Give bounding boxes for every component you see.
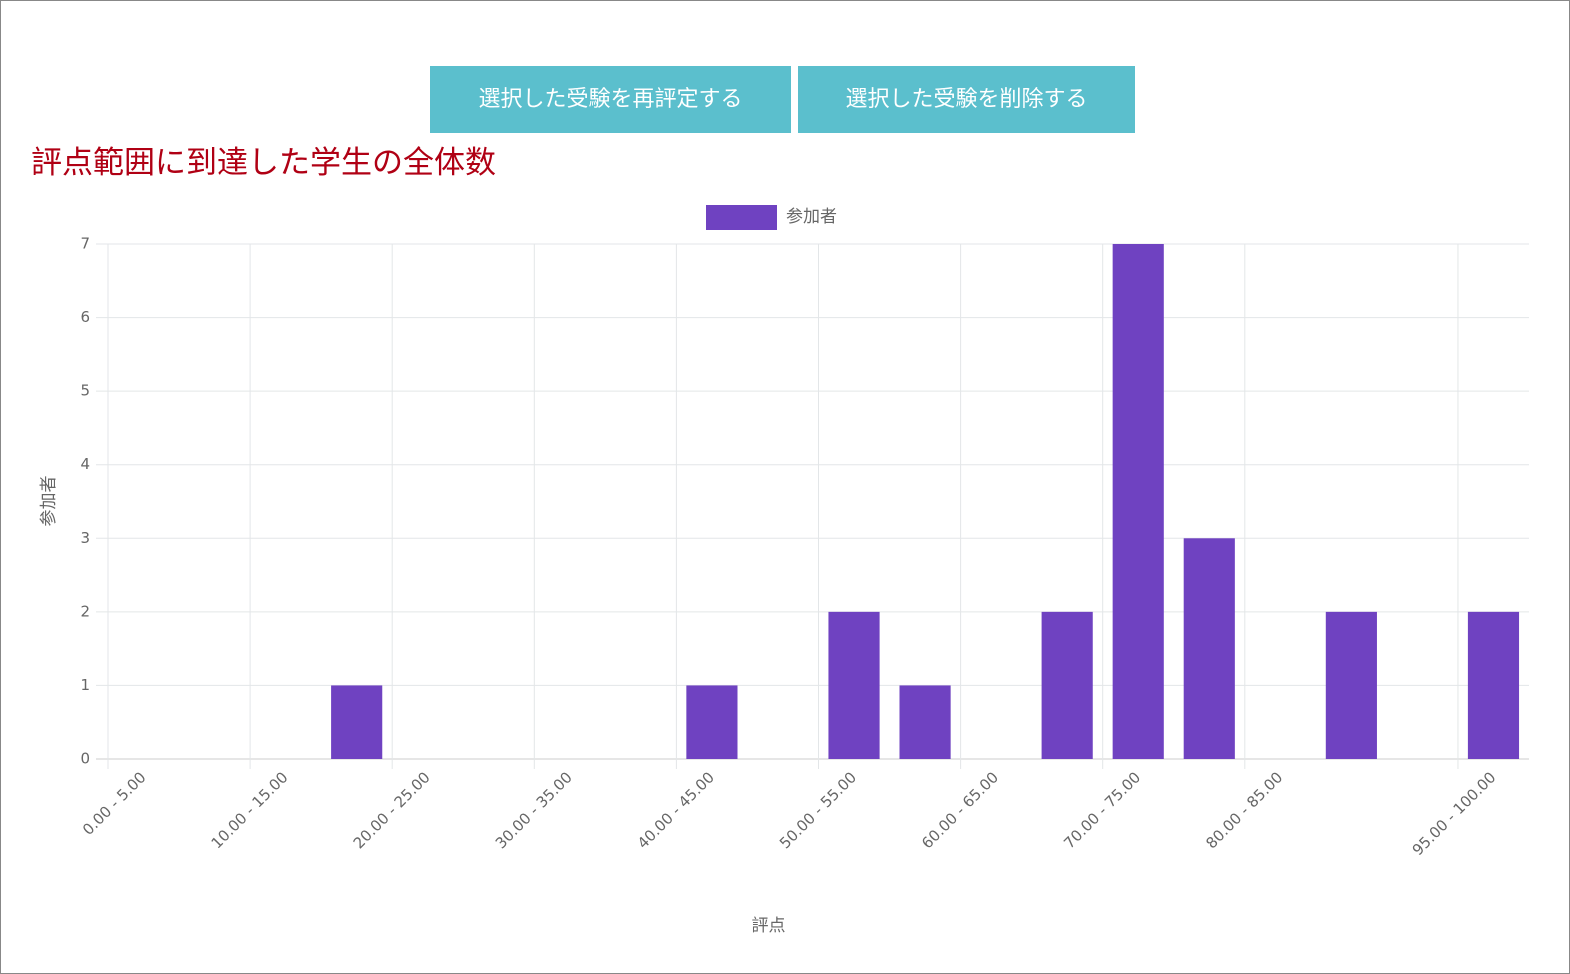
bar — [1041, 611, 1093, 759]
y-tick-label: 1 — [80, 676, 90, 694]
heading: 評点範囲に到達した学生の全体数 — [31, 145, 496, 181]
x-axis-label: 評点 — [752, 916, 786, 936]
delete-button[interactable]: 選択した受験を削除する — [798, 66, 1135, 133]
bar — [828, 611, 880, 759]
bar — [899, 685, 951, 759]
x-tick-label: 40.00 - 45.00 — [634, 768, 718, 852]
bar — [1467, 611, 1520, 759]
x-tick-label: 95.00 - 100.00 — [1409, 768, 1500, 859]
bar — [1112, 244, 1164, 759]
y-tick-label: 0 — [80, 750, 90, 768]
regrade-button[interactable]: 選択した受験を再評定する — [430, 66, 791, 133]
x-tick-label: 20.00 - 25.00 — [350, 768, 434, 852]
x-tick-label: 50.00 - 55.00 — [776, 768, 860, 852]
x-tick-label: 70.00 - 75.00 — [1060, 768, 1144, 852]
y-tick-label: 2 — [80, 602, 90, 620]
y-tick-label: 5 — [80, 382, 90, 400]
bar — [331, 685, 383, 759]
legend-label: 参加者 — [786, 207, 837, 227]
bar — [1183, 538, 1235, 759]
x-tick-label: 80.00 - 85.00 — [1202, 768, 1286, 852]
y-axis-label: 参加者 — [39, 476, 59, 527]
x-tick-label: 60.00 - 65.00 — [918, 768, 1002, 852]
x-tick-label: 0.00 - 5.00 — [79, 768, 150, 839]
y-tick-label: 6 — [80, 308, 90, 326]
y-tick-label: 4 — [80, 455, 90, 473]
y-tick-label: 3 — [80, 529, 90, 547]
bar — [1325, 611, 1377, 759]
x-tick-label: 30.00 - 35.00 — [492, 768, 576, 852]
bar — [686, 685, 738, 759]
x-tick-label: 10.00 - 15.00 — [208, 768, 292, 852]
legend-swatch — [706, 205, 777, 230]
y-tick-label: 7 — [80, 235, 90, 253]
